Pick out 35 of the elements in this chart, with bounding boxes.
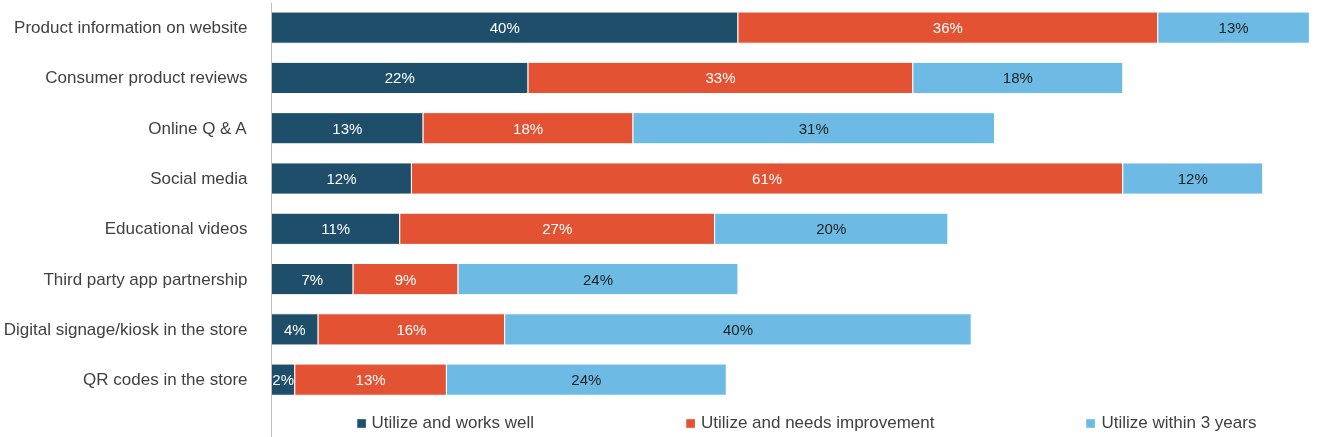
data-label: 9% bbox=[394, 270, 417, 288]
data-label: 18% bbox=[1002, 69, 1033, 87]
data-label: 40% bbox=[489, 19, 520, 37]
legend-label: Utilize within 3 years bbox=[1101, 413, 1257, 433]
data-label: 27% bbox=[542, 220, 573, 238]
data-label: 7% bbox=[301, 270, 324, 288]
data-label: 16% bbox=[396, 320, 427, 338]
data-label: 4% bbox=[283, 320, 306, 338]
data-label: 13% bbox=[1218, 19, 1249, 37]
data-label: 24% bbox=[583, 270, 614, 288]
legend-label: Utilize and works well bbox=[371, 413, 535, 433]
data-label: 31% bbox=[798, 119, 829, 137]
data-label: 20% bbox=[816, 220, 847, 238]
y-tick-label: Social media bbox=[150, 169, 249, 189]
y-tick-label: Digital signage/kiosk in the store bbox=[3, 319, 248, 339]
data-label: 24% bbox=[571, 371, 602, 389]
data-label: 22% bbox=[384, 69, 415, 87]
y-tick-label: Educational videos bbox=[104, 219, 248, 239]
y-tick-label: Consumer product reviews bbox=[45, 68, 248, 88]
data-label: 61% bbox=[752, 170, 783, 188]
data-label: 12% bbox=[1177, 170, 1208, 188]
data-label: 12% bbox=[326, 170, 357, 188]
legend-label: Utilize and needs improvement bbox=[701, 413, 935, 433]
data-label: 40% bbox=[722, 320, 753, 338]
y-tick-label: Third party app partnership bbox=[43, 269, 248, 289]
data-label: 18% bbox=[513, 119, 544, 137]
y-tick-label: QR codes in the store bbox=[83, 370, 248, 390]
data-label: 13% bbox=[332, 119, 363, 137]
y-tick-label: Online Q & A bbox=[148, 118, 248, 138]
data-label: 36% bbox=[932, 19, 963, 37]
data-label: 2% bbox=[272, 371, 295, 389]
data-label: 13% bbox=[355, 371, 386, 389]
data-label: 33% bbox=[705, 69, 736, 87]
y-tick-label: Product information on website bbox=[14, 18, 248, 38]
data-label: 11% bbox=[321, 220, 351, 238]
